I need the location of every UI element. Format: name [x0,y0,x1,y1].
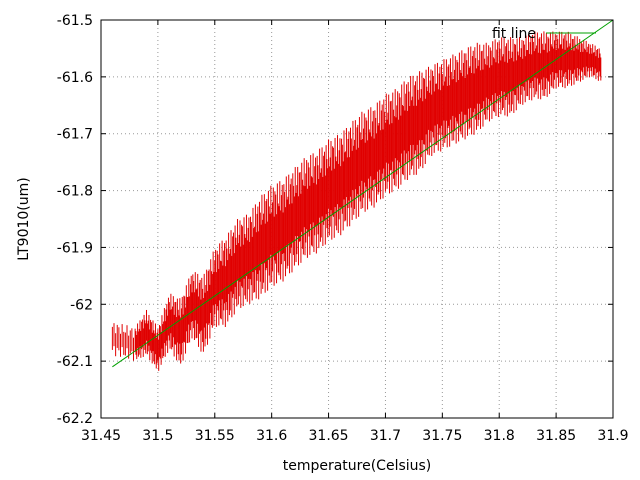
y-tick-label: -62 [70,297,93,313]
x-tick-label: 31.8 [484,428,515,444]
y-axis-title: LT9010(um) [16,177,32,261]
x-tick-label: 31.45 [81,428,121,444]
y-tick-label: -61.5 [57,13,93,29]
x-tick-label: 31.65 [309,428,349,444]
measurement-points [111,31,602,371]
x-tick-label: 31.5 [142,428,173,444]
x-tick-label: 31.55 [195,428,235,444]
x-tick-label: 31.6 [256,428,287,444]
fit-line-layer [112,19,614,368]
x-axis-title: temperature(Celsius) [283,458,432,474]
x-tick-label: 31.9 [597,428,628,444]
y-tick-label: -61.9 [57,240,93,256]
x-tick-label: 31.75 [422,428,462,444]
y-tick-label: -61.6 [57,70,93,86]
y-tick-label: -61.8 [57,184,93,200]
y-tick-label: -62.2 [57,411,93,427]
x-tick-label: 31.85 [536,428,576,444]
plot-frame [100,19,614,419]
axis-ticks: 31.45 31.5 31.55 31.6 31.65 31.7 31.75 31.8 31.8… [57,13,629,444]
y-tick-label: -62.1 [57,354,93,370]
fit-line [112,19,614,368]
y-tick-label: -61.7 [57,127,93,143]
legend-label: fit line [492,26,536,42]
legend: fit line [492,26,596,42]
x-tick-label: 31.7 [370,428,401,444]
